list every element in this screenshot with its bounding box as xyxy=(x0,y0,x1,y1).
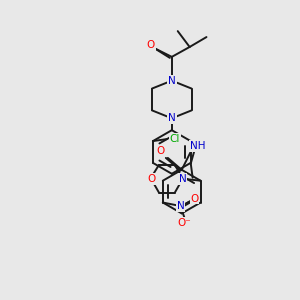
Text: N: N xyxy=(168,113,176,123)
Text: N: N xyxy=(179,174,187,184)
Text: O: O xyxy=(157,146,165,156)
Text: O: O xyxy=(190,194,199,203)
Text: O: O xyxy=(147,174,155,184)
Text: NH: NH xyxy=(190,141,205,151)
Text: N: N xyxy=(177,202,184,212)
Text: N: N xyxy=(168,76,176,85)
Text: O⁻: O⁻ xyxy=(178,218,191,228)
Text: Cl: Cl xyxy=(169,134,180,144)
Text: O: O xyxy=(147,40,155,50)
